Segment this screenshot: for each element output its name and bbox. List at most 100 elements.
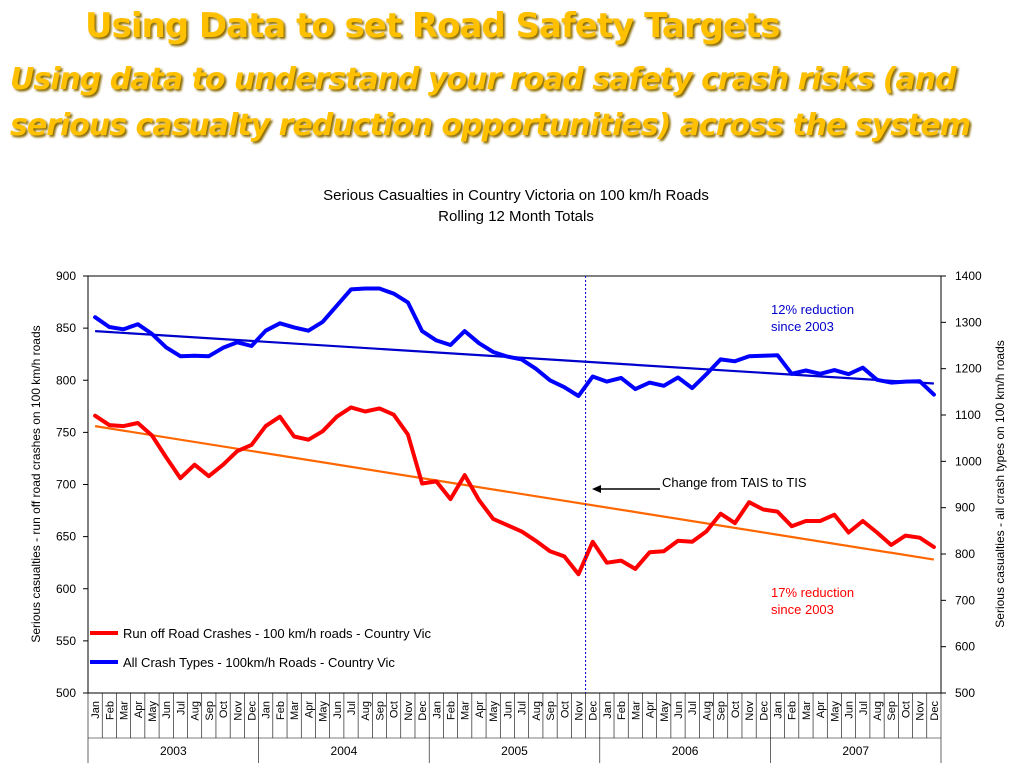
x-month-label: Mar bbox=[630, 701, 642, 720]
x-month-label: Oct bbox=[730, 701, 742, 718]
y-tick-label-right: 700 bbox=[955, 593, 975, 607]
x-month-label: Jul bbox=[858, 701, 870, 715]
x-month-label: Dec bbox=[929, 701, 941, 721]
x-month-label: Jul bbox=[175, 701, 187, 715]
y-tick-label-left: 800 bbox=[56, 373, 76, 387]
x-year-label: 2003 bbox=[160, 744, 187, 758]
x-month-label: Nov bbox=[744, 701, 756, 721]
x-month-label: Jan bbox=[261, 701, 273, 719]
x-month-label: Sep bbox=[374, 701, 386, 721]
x-month-label: Dec bbox=[758, 701, 770, 721]
x-month-label: Aug bbox=[531, 701, 543, 721]
legend-label-run-off-road: Run off Road Crashes - 100 km/h roads - … bbox=[123, 626, 432, 641]
x-year-label: 2005 bbox=[501, 744, 528, 758]
x-month-label: Oct bbox=[218, 701, 230, 718]
x-month-label: Apr bbox=[303, 701, 315, 718]
trendline-0 bbox=[94, 425, 935, 561]
y-axis-label-right: Serious casualties - all crash types on … bbox=[993, 340, 1007, 627]
x-month-label: Sep bbox=[886, 701, 898, 721]
x-year-label: 2006 bbox=[672, 744, 699, 758]
x-month-label: Jun bbox=[502, 701, 514, 719]
chart-title: Serious Casualties in Country Victoria o… bbox=[323, 187, 709, 204]
legend: Run off Road Crashes - 100 km/h roads - … bbox=[90, 626, 432, 670]
x-month-label: Jun bbox=[673, 701, 685, 719]
x-month-label: Jun bbox=[161, 701, 173, 719]
x-month-label: Sep bbox=[716, 701, 728, 721]
x-month-label: Mar bbox=[460, 701, 472, 720]
x-month-label: Apr bbox=[133, 701, 145, 718]
change-arrowhead bbox=[592, 485, 601, 493]
y-tick-label-left: 850 bbox=[56, 321, 76, 335]
x-month-label: Jul bbox=[517, 701, 529, 715]
x-month-label: Jun bbox=[844, 701, 856, 719]
slide-title: Using Data to set Road Safety Targets bbox=[85, 6, 781, 46]
y-tick-label-right: 800 bbox=[955, 547, 975, 561]
y-axis-label-left: Serious casualties - run off road crashe… bbox=[29, 325, 43, 642]
x-month-label: Feb bbox=[275, 701, 287, 720]
x-month-label: Jan bbox=[773, 701, 785, 719]
trendlines bbox=[94, 330, 935, 561]
x-year-label: 2007 bbox=[842, 744, 869, 758]
x-month-label: May bbox=[829, 701, 841, 722]
x-year-label: 2004 bbox=[331, 744, 358, 758]
x-month-label: Nov bbox=[232, 701, 244, 721]
legend-label-all-crash: All Crash Types - 100km/h Roads - Countr… bbox=[123, 655, 395, 670]
x-month-label: Feb bbox=[616, 701, 628, 720]
x-month-label: Aug bbox=[190, 701, 202, 721]
slide-subtitle-line1: Using data to understand your road safet… bbox=[10, 62, 957, 97]
change-annotation: Change from TAIS to TIS bbox=[592, 475, 807, 493]
y-tick-label-left: 650 bbox=[56, 530, 76, 544]
x-month-label: Sep bbox=[545, 701, 557, 721]
y-tick-label-left: 900 bbox=[56, 269, 76, 283]
x-month-label: May bbox=[659, 701, 671, 722]
x-month-label: May bbox=[488, 701, 500, 722]
y-tick-label-right: 600 bbox=[955, 640, 975, 654]
y-tick-label-left: 500 bbox=[56, 686, 76, 700]
change-label: Change from TAIS to TIS bbox=[662, 475, 807, 490]
y-tick-label-right: 1400 bbox=[955, 269, 982, 283]
x-month-label: Jun bbox=[332, 701, 344, 719]
x-month-label: Jan bbox=[431, 701, 443, 719]
x-month-label: May bbox=[318, 701, 330, 722]
x-month-label: Dec bbox=[588, 701, 600, 721]
x-month-label: Dec bbox=[417, 701, 429, 721]
x-month-label: Aug bbox=[360, 701, 372, 721]
x-month-label: May bbox=[147, 701, 159, 722]
red-reduction-label-1: 17% reduction bbox=[771, 585, 854, 600]
x-month-label: Oct bbox=[389, 701, 401, 718]
y-tick-label-left: 600 bbox=[56, 582, 76, 596]
x-month-label: Nov bbox=[403, 701, 415, 721]
blue-reduction-label-2: since 2003 bbox=[771, 319, 834, 334]
x-month-label: Jan bbox=[602, 701, 614, 719]
x-month-label: Feb bbox=[104, 701, 116, 720]
x-month-label: Aug bbox=[701, 701, 713, 721]
x-month-label: Nov bbox=[915, 701, 927, 721]
x-month-label: Apr bbox=[474, 701, 486, 718]
y-tick-label-right: 1200 bbox=[955, 362, 982, 376]
slide-subtitle-line2: serious casualty reduction opportunities… bbox=[10, 108, 971, 143]
x-month-label: Dec bbox=[246, 701, 258, 721]
x-month-label: Mar bbox=[289, 701, 301, 720]
x-month-label: Jan bbox=[90, 701, 102, 719]
x-month-label: Jul bbox=[346, 701, 358, 715]
y-tick-label-right: 900 bbox=[955, 501, 975, 515]
x-month-label: Mar bbox=[119, 701, 131, 720]
blue-reduction-label-1: 12% reduction bbox=[771, 302, 854, 317]
y-tick-label-right: 1100 bbox=[955, 408, 981, 422]
y-tick-label-left: 700 bbox=[56, 478, 76, 492]
series-lines bbox=[93, 286, 936, 577]
series-line-run-off-road bbox=[93, 405, 936, 577]
x-month-label: Feb bbox=[446, 701, 458, 720]
y-tick-label-left: 550 bbox=[56, 634, 76, 648]
y-tick-label-right: 1000 bbox=[955, 454, 982, 468]
x-month-label: Oct bbox=[900, 701, 912, 718]
series-line-all-crash bbox=[93, 286, 936, 398]
x-month-label: Mar bbox=[801, 701, 813, 720]
x-month-label: Jul bbox=[687, 701, 699, 715]
x-month-label: Aug bbox=[872, 701, 884, 721]
x-month-label: Sep bbox=[204, 701, 216, 721]
x-month-label: Feb bbox=[787, 701, 799, 720]
axes: 500 550 600 650 700 750 800 850 900 500 600 700 800 9… bbox=[56, 269, 982, 763]
